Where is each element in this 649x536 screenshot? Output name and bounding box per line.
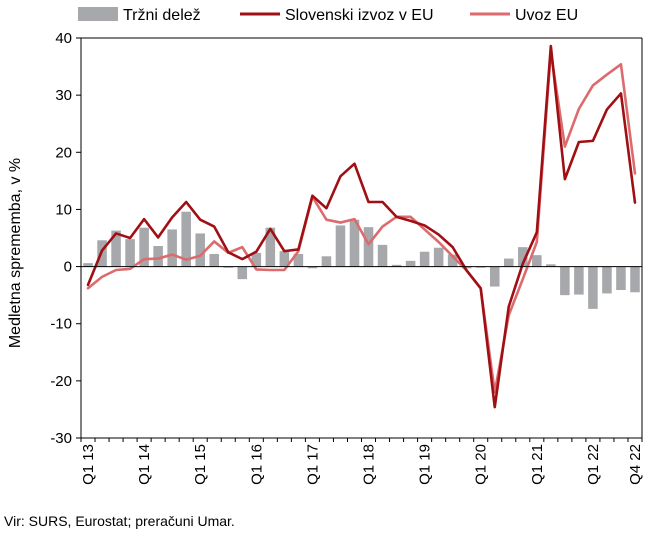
- y-tick-label: -20: [50, 373, 72, 390]
- bar-q4-14: [181, 211, 191, 267]
- x-tick-labels: Q1 13 Q1 14 Q1 15 Q1 16 Q1 17 Q1 18 Q1 19 Q1 20…: [80, 444, 644, 485]
- bar-q4-18: [405, 260, 416, 267]
- bar-series-trzni-delez: [83, 211, 640, 309]
- bar-q1-14: [139, 227, 149, 267]
- bar-q3-13: [111, 230, 121, 267]
- bar-q2-15: [209, 254, 220, 267]
- bar-q3-22: [616, 266, 626, 290]
- bar-q3-21: [560, 266, 570, 296]
- axes: [76, 37, 643, 442]
- bar-q1-16: [251, 252, 262, 267]
- legend-label-tržni-delež: Tržni delež: [123, 7, 201, 24]
- y-tick-label: 30: [55, 87, 72, 104]
- x-tick-label: Q1 14: [136, 444, 153, 485]
- y-axis-title: Medletna sprememba, v %: [7, 158, 24, 348]
- legend: Tržni delež Slovenski izvoz v EU Uvoz EU: [78, 7, 578, 24]
- bar-q1-19: [419, 251, 430, 267]
- bar-q4-21: [574, 266, 584, 295]
- line-slovenski-izvoz-v-eu: [86, 44, 637, 409]
- bar-q2-20: [489, 266, 500, 287]
- bar-q1-15: [195, 233, 205, 267]
- bar-q2-14: [153, 246, 163, 267]
- source-note: Vir: SURS, Eurostat; preračuni Umar.: [4, 513, 235, 529]
- legend-swatch-tržni-delež: [78, 7, 118, 21]
- line-series-group: [86, 44, 637, 409]
- bar-q4-16: [293, 254, 304, 267]
- bar-q4-22: [630, 266, 640, 293]
- y-tick-label: -10: [50, 316, 72, 333]
- x-tick-label: Q1 21: [529, 444, 546, 485]
- bar-q3-14: [167, 229, 177, 267]
- bar-q2-17: [321, 256, 332, 267]
- y-tick-label: -30: [50, 430, 72, 447]
- bar-q1-21: [532, 255, 542, 267]
- y-tick-label: 20: [55, 144, 72, 161]
- x-tick-label: Q4 22: [627, 444, 644, 485]
- x-tick-label: Q1 17: [304, 444, 321, 485]
- bar-q2-16: [265, 227, 276, 267]
- y-tick-label: 40: [55, 30, 72, 47]
- bar-q4-13: [125, 239, 135, 267]
- bar-q1-18: [363, 227, 374, 267]
- bar-q2-22: [602, 266, 612, 294]
- x-tick-label: Q1 13: [80, 444, 97, 485]
- x-tick-label: Q1 18: [361, 444, 378, 485]
- bar-q3-15: [223, 266, 234, 268]
- bar-q1-20: [475, 266, 486, 268]
- x-tick-label: Q1 22: [585, 444, 602, 485]
- bar-q4-17: [349, 219, 360, 267]
- bar-q4-19: [461, 266, 472, 269]
- legend-label-slovenski-izvoz-v-eu: Slovenski izvoz v EU: [285, 7, 434, 24]
- bar-q1-13: [83, 263, 93, 267]
- bar-q4-15: [237, 266, 248, 280]
- y-tick-labels: -30 -20 -10 0 10 20 30 40: [50, 30, 72, 447]
- bar-q2-21: [546, 264, 556, 267]
- bar-q3-19: [447, 254, 458, 267]
- bar-q2-18: [377, 244, 388, 267]
- y-tick-label: 10: [55, 201, 72, 218]
- x-tick-label: Q1 16: [248, 444, 265, 485]
- bar-q1-22: [588, 266, 598, 309]
- bar-q2-19: [433, 247, 444, 267]
- x-tick-label: Q1 20: [473, 444, 490, 485]
- bar-q3-18: [391, 264, 402, 267]
- bar-q3-17: [335, 225, 346, 267]
- bar-q4-20: [518, 247, 528, 267]
- legend-label-uvoz-eu: Uvoz EU: [515, 7, 578, 24]
- bar-q3-16: [279, 251, 290, 267]
- x-tick-label: Q1 19: [417, 444, 434, 485]
- bar-q3-20: [503, 258, 514, 267]
- y-tick-label: 0: [64, 259, 72, 276]
- bar-q1-17: [307, 266, 318, 269]
- x-tick-label: Q1 15: [192, 444, 209, 485]
